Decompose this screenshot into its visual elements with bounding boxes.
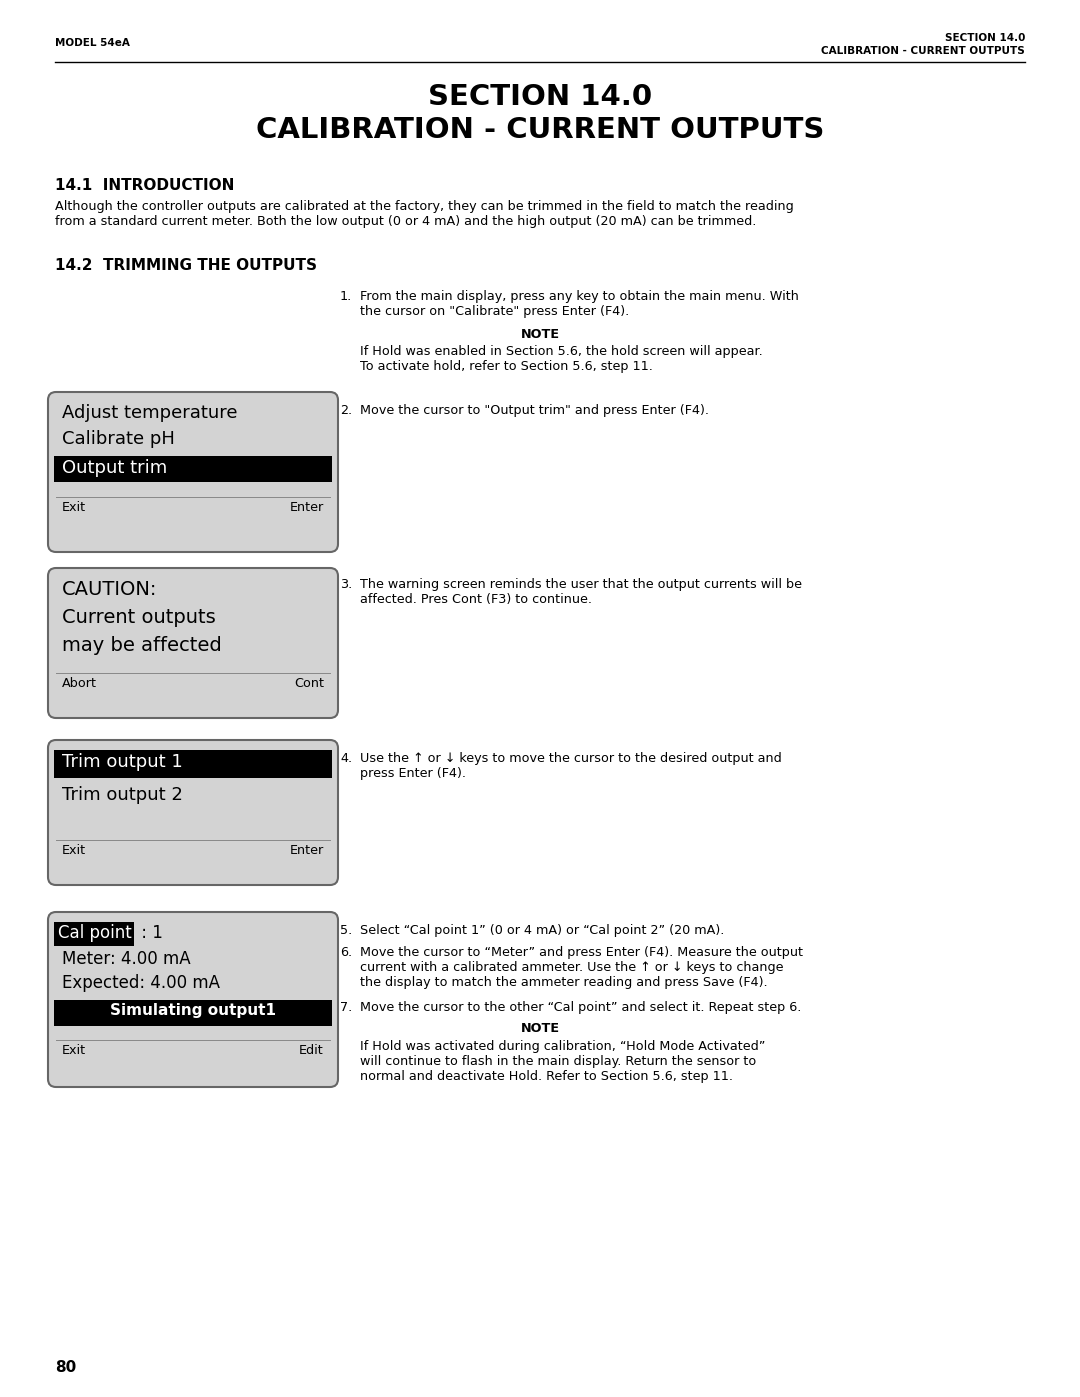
Text: current with a calibrated ammeter. Use the ↑ or ↓ keys to change: current with a calibrated ammeter. Use t… [360, 961, 783, 974]
Text: NOTE: NOTE [521, 328, 559, 341]
Text: press Enter (F4).: press Enter (F4). [360, 767, 465, 780]
FancyBboxPatch shape [48, 393, 338, 552]
FancyBboxPatch shape [48, 569, 338, 718]
Text: : 1: : 1 [136, 923, 163, 942]
Text: CALIBRATION - CURRENT OUTPUTS: CALIBRATION - CURRENT OUTPUTS [821, 46, 1025, 56]
Text: Cal point: Cal point [58, 923, 132, 942]
Text: Trim output 2: Trim output 2 [62, 787, 183, 805]
Text: To activate hold, refer to Section 5.6, step 11.: To activate hold, refer to Section 5.6, … [360, 360, 653, 373]
Text: MODEL 54eA: MODEL 54eA [55, 38, 130, 47]
Text: Trim output 1: Trim output 1 [62, 753, 183, 771]
Text: NOTE: NOTE [521, 1023, 559, 1035]
Text: will continue to flash in the main display. Return the sensor to: will continue to flash in the main displ… [360, 1055, 756, 1067]
Bar [54, 750, 332, 778]
FancyBboxPatch shape [48, 912, 338, 1087]
FancyBboxPatch shape [48, 740, 338, 886]
Text: Output trim: Output trim [62, 460, 167, 476]
Text: the cursor on "Calibrate" press Enter (F4).: the cursor on "Calibrate" press Enter (F… [360, 305, 630, 319]
Text: Enter: Enter [289, 502, 324, 514]
Text: Adjust temperature: Adjust temperature [62, 404, 238, 422]
Text: Exit: Exit [62, 502, 86, 514]
Text: 1.: 1. [340, 291, 352, 303]
Text: SECTION 14.0: SECTION 14.0 [945, 34, 1025, 43]
Text: Move the cursor to the other “Cal point” and select it. Repeat step 6.: Move the cursor to the other “Cal point”… [360, 1002, 801, 1014]
Text: If Hold was enabled in Section 5.6, the hold screen will appear.: If Hold was enabled in Section 5.6, the … [360, 345, 762, 358]
Text: Current outputs: Current outputs [62, 608, 216, 627]
Text: CALIBRATION - CURRENT OUTPUTS: CALIBRATION - CURRENT OUTPUTS [256, 116, 824, 144]
Text: Cont: Cont [294, 678, 324, 690]
Text: Expected: 4.00 mA: Expected: 4.00 mA [62, 974, 220, 992]
Text: may be affected: may be affected [62, 636, 221, 655]
Text: Move the cursor to "Output trim" and press Enter (F4).: Move the cursor to "Output trim" and pre… [360, 404, 708, 416]
Text: 6.: 6. [340, 946, 352, 958]
Text: 14.2  TRIMMING THE OUTPUTS: 14.2 TRIMMING THE OUTPUTS [55, 258, 318, 272]
Bar [54, 455, 332, 482]
Text: Edit: Edit [299, 1044, 324, 1058]
Text: Use the ↑ or ↓ keys to move the cursor to the desired output and: Use the ↑ or ↓ keys to move the cursor t… [360, 752, 782, 766]
Bar [54, 922, 134, 946]
Text: the display to match the ammeter reading and press Save (F4).: the display to match the ammeter reading… [360, 977, 768, 989]
Text: Abort: Abort [62, 678, 97, 690]
Text: Meter: 4.00 mA: Meter: 4.00 mA [62, 950, 191, 968]
Text: 3.: 3. [340, 578, 352, 591]
Text: Although the controller outputs are calibrated at the factory, they can be trimm: Although the controller outputs are cali… [55, 200, 794, 212]
Text: Move the cursor to “Meter” and press Enter (F4). Measure the output: Move the cursor to “Meter” and press Ent… [360, 946, 804, 958]
Text: affected. Pres Cont (F3) to continue.: affected. Pres Cont (F3) to continue. [360, 592, 592, 606]
Text: 5.: 5. [340, 923, 352, 937]
Text: normal and deactivate Hold. Refer to Section 5.6, step 11.: normal and deactivate Hold. Refer to Sec… [360, 1070, 733, 1083]
Text: Exit: Exit [62, 1044, 86, 1058]
Text: Simulating output1: Simulating output1 [110, 1003, 276, 1018]
Text: CAUTION:: CAUTION: [62, 580, 158, 599]
Text: The warning screen reminds the user that the output currents will be: The warning screen reminds the user that… [360, 578, 802, 591]
Text: 7.: 7. [340, 1002, 352, 1014]
Text: From the main display, press any key to obtain the main menu. With: From the main display, press any key to … [360, 291, 799, 303]
Text: 80: 80 [55, 1361, 77, 1375]
Text: SECTION 14.0: SECTION 14.0 [428, 82, 652, 110]
Text: Enter: Enter [289, 844, 324, 856]
Text: Exit: Exit [62, 844, 86, 856]
Text: from a standard current meter. Both the low output (0 or 4 mA) and the high outp: from a standard current meter. Both the … [55, 215, 756, 228]
Bar [54, 1000, 332, 1025]
Text: 14.1  INTRODUCTION: 14.1 INTRODUCTION [55, 177, 234, 193]
Text: 4.: 4. [340, 752, 352, 766]
Text: Calibrate pH: Calibrate pH [62, 430, 175, 448]
Text: Select “Cal point 1” (0 or 4 mA) or “Cal point 2” (20 mA).: Select “Cal point 1” (0 or 4 mA) or “Cal… [360, 923, 725, 937]
Text: If Hold was activated during calibration, “Hold Mode Activated”: If Hold was activated during calibration… [360, 1039, 766, 1053]
Text: 2.: 2. [340, 404, 352, 416]
